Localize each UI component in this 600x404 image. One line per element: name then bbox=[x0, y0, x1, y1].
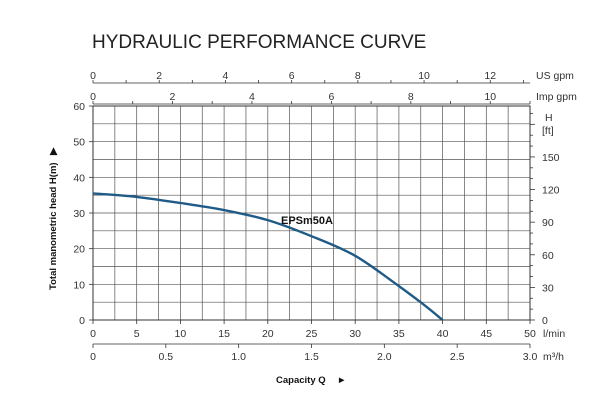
unit-label-m3h: m³/h bbox=[543, 351, 564, 363]
ft-tick-label: 60 bbox=[542, 250, 554, 262]
us-gpm-tick-label: 10 bbox=[418, 70, 430, 82]
x-axis-title: Capacity Q bbox=[276, 375, 326, 386]
y-tick-label: 20 bbox=[73, 244, 85, 256]
y-tick-label: 40 bbox=[73, 172, 85, 184]
imp-gpm-tick-label: 6 bbox=[328, 91, 334, 103]
series-line-epsm50a bbox=[92, 192, 444, 321]
chart-title: HYDRAULIC PERFORMANCE CURVE bbox=[92, 32, 426, 53]
m3h-tick-label: 2.0 bbox=[377, 351, 392, 363]
x-tick-label: 35 bbox=[393, 328, 405, 340]
us-gpm-tick-label: 4 bbox=[223, 70, 229, 82]
us-gpm-tick-label: 0 bbox=[90, 70, 96, 82]
x-tick-label: 25 bbox=[306, 328, 318, 340]
imp-gpm-tick-label: 4 bbox=[249, 91, 255, 103]
x-axis-arrow-icon: ► bbox=[337, 375, 346, 386]
ft-tick-label: 120 bbox=[542, 185, 560, 197]
imp-gpm-tick-label: 10 bbox=[484, 91, 496, 103]
y-tick-label: 30 bbox=[73, 208, 85, 220]
grid-lines bbox=[93, 106, 530, 320]
axis-ticks bbox=[89, 80, 535, 348]
y-tick-label: 50 bbox=[73, 137, 85, 149]
m3h-tick-label: 0.5 bbox=[159, 351, 174, 363]
m3h-tick-label: 3.0 bbox=[523, 351, 538, 363]
x-tick-label: 20 bbox=[262, 328, 274, 340]
unit-label-ft: [ft] bbox=[542, 125, 554, 137]
ft-tick-label: 150 bbox=[542, 152, 560, 164]
us-gpm-tick-label: 8 bbox=[355, 70, 361, 82]
unit-label-h: H bbox=[545, 112, 553, 124]
y-tick-label: 10 bbox=[73, 279, 85, 291]
unit-label-lmin: l/min bbox=[543, 328, 565, 340]
y-tick-label: 0 bbox=[79, 315, 85, 327]
imp-gpm-tick-label: 2 bbox=[170, 91, 176, 103]
m3h-tick-label: 1.5 bbox=[304, 351, 319, 363]
us-gpm-tick-label: 12 bbox=[484, 70, 496, 82]
x-tick-label: 50 bbox=[524, 328, 536, 340]
x-tick-label: 15 bbox=[218, 328, 230, 340]
x-tick-label: 30 bbox=[349, 328, 361, 340]
m3h-tick-label: 1.0 bbox=[231, 351, 246, 363]
imp-gpm-tick-label: 8 bbox=[408, 91, 414, 103]
m3h-tick-label: 2.5 bbox=[450, 351, 465, 363]
ft-tick-label: 90 bbox=[542, 217, 554, 229]
x-tick-label: 10 bbox=[175, 328, 187, 340]
us-gpm-tick-label: 2 bbox=[156, 70, 162, 82]
ft-tick-label: 30 bbox=[542, 282, 554, 294]
x-tick-label: 5 bbox=[134, 328, 140, 340]
series-label-epsm50a: EPSm50A bbox=[281, 215, 333, 227]
unit-label-us-gpm: US gpm bbox=[536, 70, 574, 82]
y-axis-title: Total manometric head H(m) bbox=[48, 162, 59, 290]
y-tick-label: 60 bbox=[73, 101, 85, 113]
ft-tick-label: 0 bbox=[542, 315, 548, 327]
unit-label-imp-gpm: Imp gpm bbox=[536, 91, 577, 103]
us-gpm-tick-label: 6 bbox=[289, 70, 295, 82]
y-axis-arrow-icon: ▶ bbox=[48, 146, 59, 156]
x-tick-label: 45 bbox=[480, 328, 492, 340]
x-tick-label: 40 bbox=[437, 328, 449, 340]
imp-gpm-tick-label: 0 bbox=[90, 91, 96, 103]
x-tick-label: 0 bbox=[90, 328, 96, 340]
m3h-tick-label: 0 bbox=[90, 351, 96, 363]
